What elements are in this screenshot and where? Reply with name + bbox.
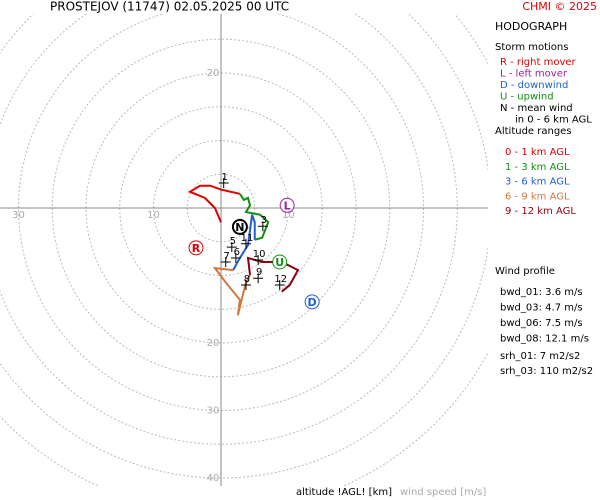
ring bbox=[0, 14, 458, 445]
hodograph-line bbox=[187, 184, 241, 223]
storm-motion-marker bbox=[231, 218, 248, 235]
legend-entry: 1 - 3 km AGL bbox=[505, 162, 570, 173]
plot-area: 30 10 10 20 20 30 40 1 3 567 89 10 11 12 R L D U N bbox=[0, 14, 488, 486]
height-cross bbox=[230, 252, 241, 263]
height-label: 7 bbox=[224, 251, 230, 262]
profile-entry: bwd_08: 12.1 m/s bbox=[500, 334, 589, 345]
storm-motion-label: U bbox=[275, 256, 284, 269]
profile-entry: srh_01: 7 m2/s2 bbox=[500, 351, 580, 362]
height-cross bbox=[240, 279, 251, 290]
height-cross bbox=[240, 238, 251, 249]
legend-entry: 3 - 6 km AGL bbox=[505, 177, 570, 188]
height-label: 1 bbox=[222, 172, 228, 183]
profile-title: Wind profile bbox=[495, 266, 555, 277]
legend-entry: U - upwind bbox=[500, 92, 554, 103]
legend-entry: D - downwind bbox=[500, 80, 568, 91]
legend-entry: R - right mover bbox=[500, 57, 577, 68]
height-cross bbox=[253, 273, 264, 284]
storm-motion-marker bbox=[279, 197, 295, 213]
y-tick-label: 20 bbox=[207, 338, 220, 349]
x-tick-label: 30 bbox=[12, 210, 25, 221]
storm-motion-marker bbox=[272, 254, 288, 270]
profile-entry: srh_03: 110 m2/s2 bbox=[500, 366, 593, 377]
y-tick-label: 20 bbox=[207, 68, 220, 79]
legend-entry: in 0 - 6 km AGL bbox=[515, 115, 592, 126]
credit: CHMI © 2025 bbox=[522, 0, 597, 13]
height-label: 5 bbox=[230, 236, 236, 247]
storm-motion-label: D bbox=[308, 296, 317, 309]
legend-entry: 6 - 9 km AGL bbox=[505, 191, 570, 202]
height-label: 11 bbox=[241, 233, 254, 244]
hodograph-line bbox=[239, 193, 270, 241]
profile-entry: bwd_03: 4.7 m/s bbox=[500, 303, 583, 314]
storm-motion-label: R bbox=[192, 242, 201, 255]
x-tick-label: 10 bbox=[147, 210, 160, 221]
chart-title: PROSTEJOV (11747) 02.05.2025 00 UTC bbox=[50, 0, 289, 14]
y-axis-label: wind speed [m/s] bbox=[400, 487, 486, 498]
height-cross bbox=[218, 178, 229, 189]
height-label: 9 bbox=[256, 267, 262, 278]
height-label: 3 bbox=[261, 215, 267, 226]
height-label: 10 bbox=[253, 249, 266, 260]
height-cross bbox=[220, 257, 231, 267]
x-tick-label: 10 bbox=[282, 210, 295, 221]
y-tick-label: 40 bbox=[207, 473, 220, 484]
legend-entry: 9 - 12 km AGL bbox=[505, 206, 576, 217]
height-cross bbox=[274, 279, 285, 290]
height-label: 6 bbox=[234, 247, 240, 258]
y-tick-label: 30 bbox=[207, 406, 220, 417]
panel-title: HODOGRAPH bbox=[495, 20, 567, 33]
legend-entry: 0 - 1 km AGL bbox=[505, 147, 570, 158]
x-axis-label: altitude !AGL! [km] bbox=[296, 487, 392, 498]
storm-motion-marker bbox=[188, 240, 204, 256]
profile-entry: bwd_06: 7.5 m/s bbox=[500, 318, 583, 329]
height-cross bbox=[257, 221, 268, 232]
legend-entry: L - left mover bbox=[500, 69, 568, 80]
legend-title: Storm motions bbox=[495, 42, 568, 53]
legend-entry: N - mean wind bbox=[500, 103, 573, 114]
height-label: 12 bbox=[274, 274, 287, 285]
storm-motion-label: L bbox=[284, 199, 291, 212]
storm-motion-label: N bbox=[235, 221, 244, 234]
storm-motion-marker bbox=[304, 294, 320, 310]
height-cross bbox=[226, 242, 237, 253]
height-label: 8 bbox=[244, 274, 250, 285]
profile-entry: bwd_01: 3.6 m/s bbox=[500, 287, 583, 298]
legend-title: Altitude ranges bbox=[495, 126, 572, 137]
height-cross bbox=[253, 254, 264, 265]
